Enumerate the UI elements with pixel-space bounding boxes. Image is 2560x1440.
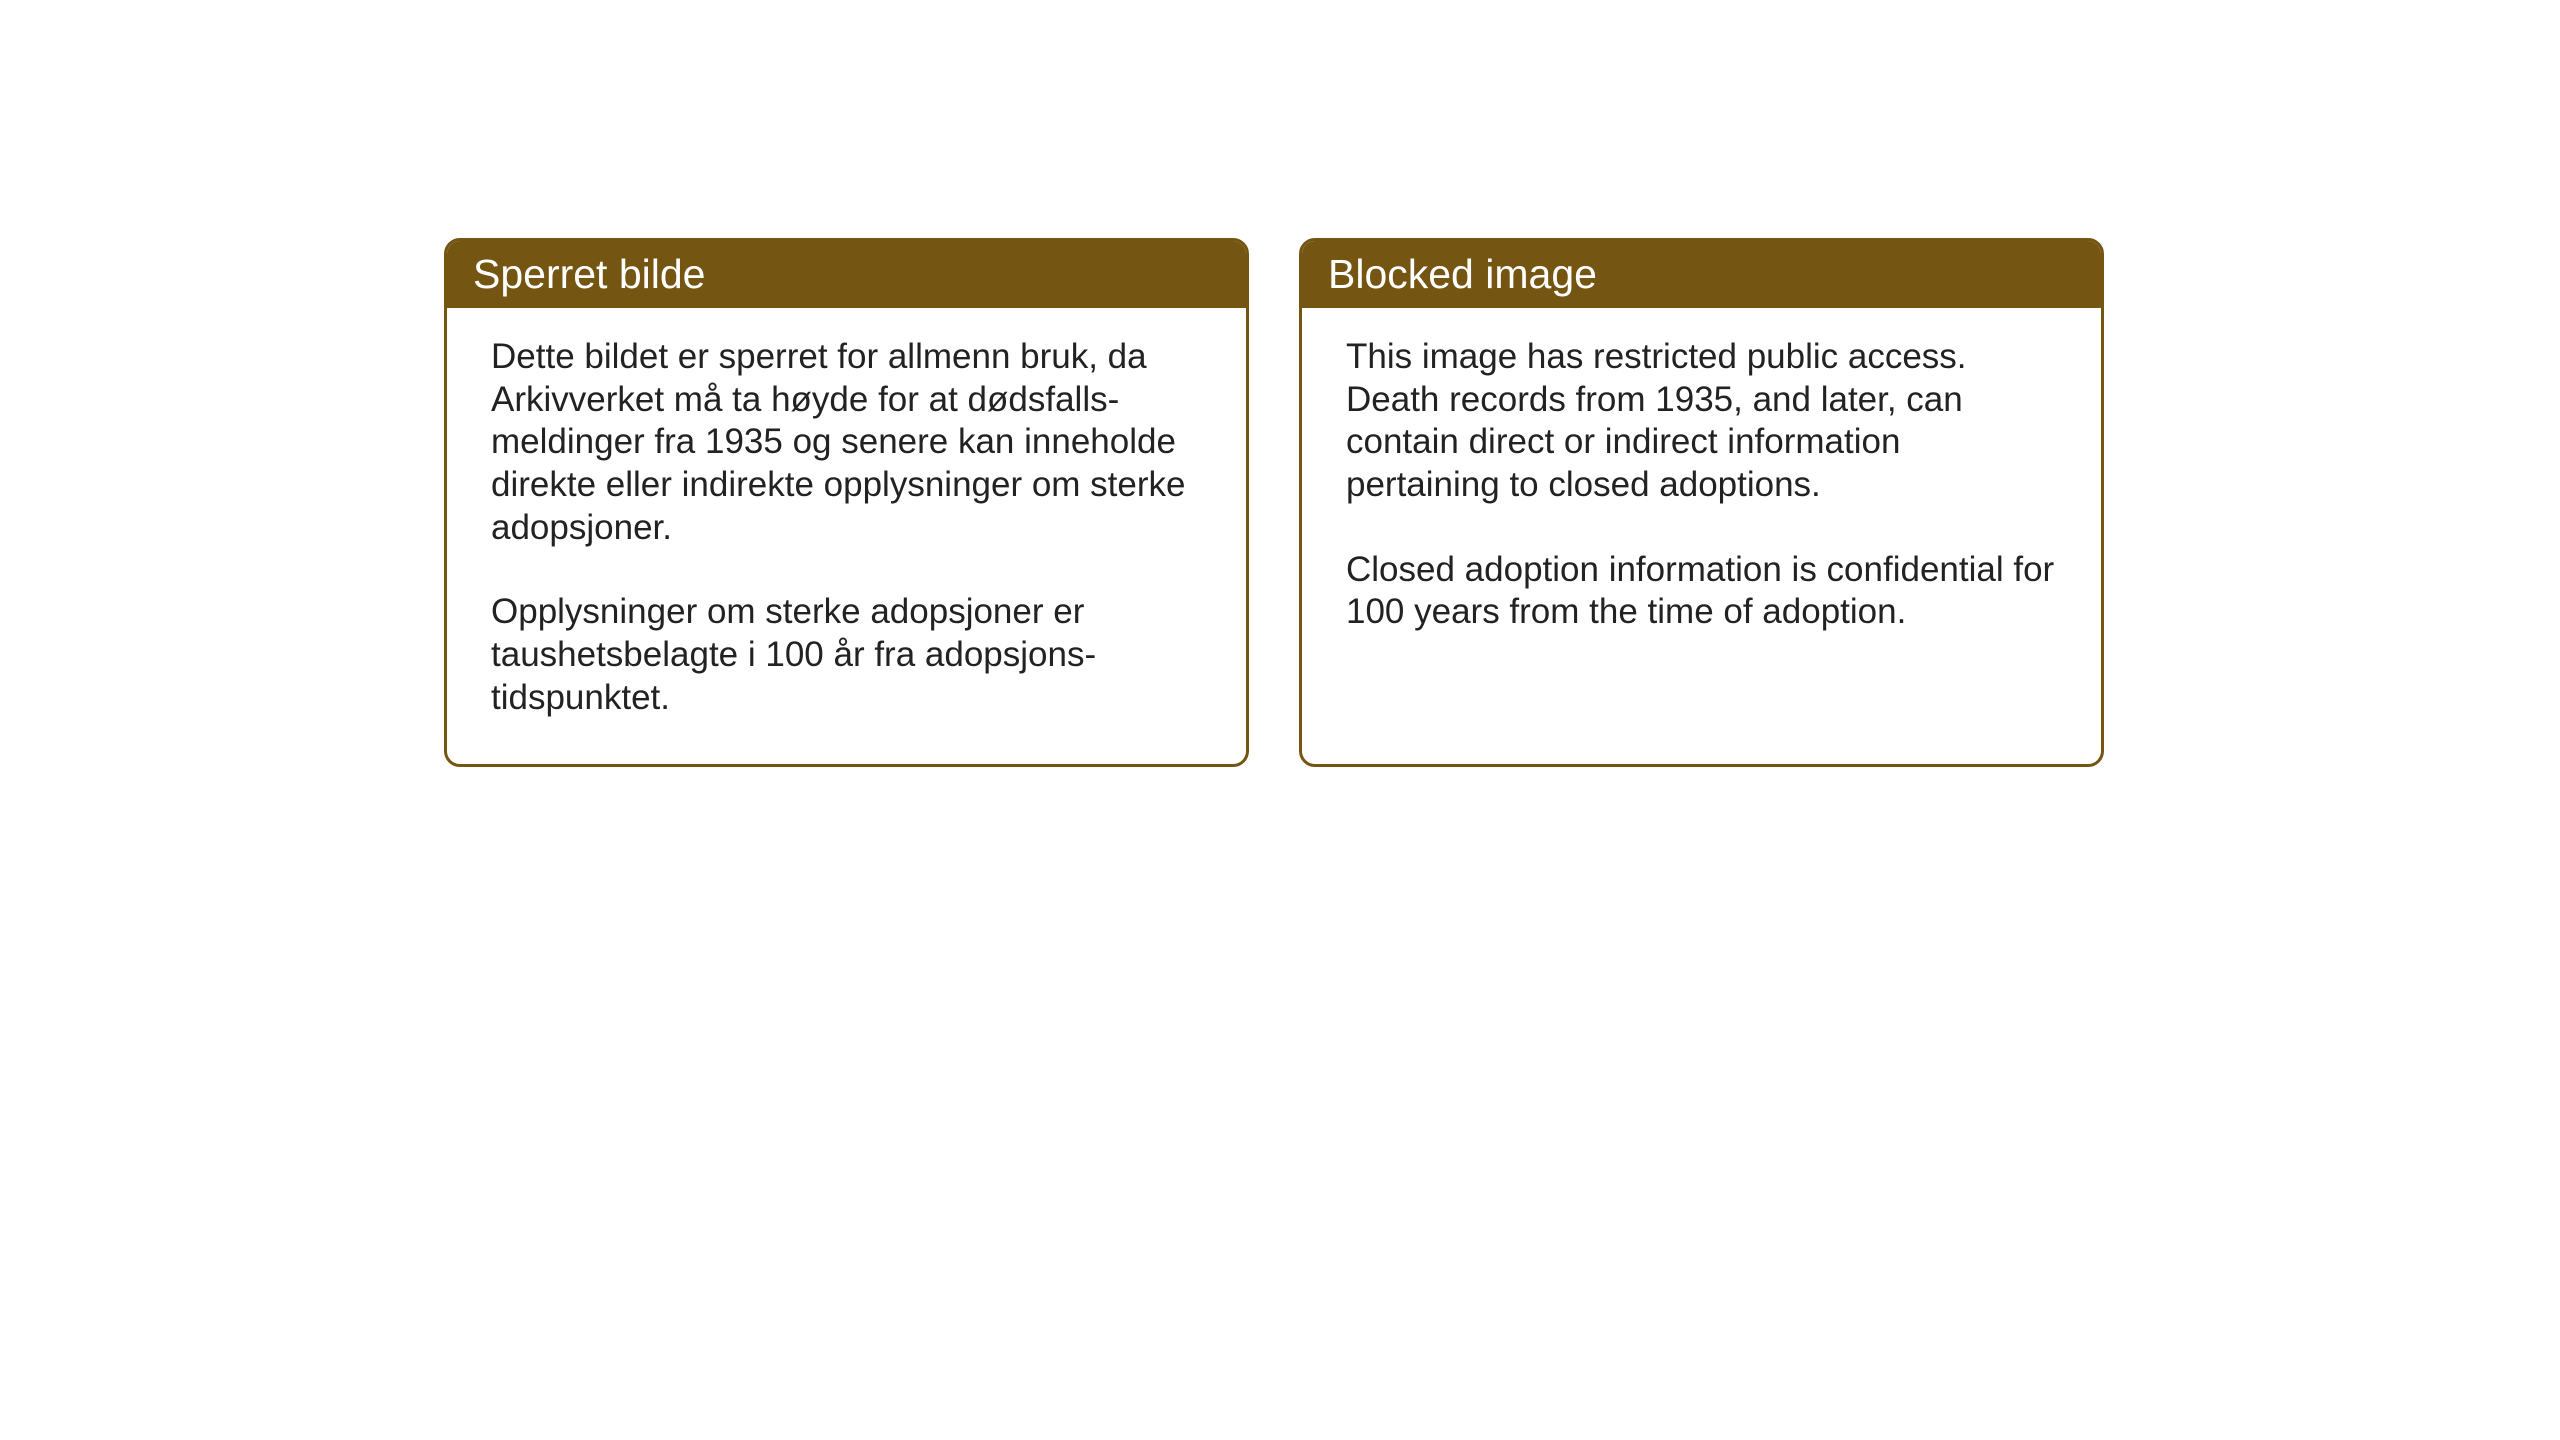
- english-card-body: This image has restricted public access.…: [1302, 308, 2101, 678]
- notice-container: Sperret bilde Dette bildet er sperret fo…: [444, 238, 2104, 767]
- norwegian-notice-card: Sperret bilde Dette bildet er sperret fo…: [444, 238, 1249, 767]
- norwegian-paragraph-1: Dette bildet er sperret for allmenn bruk…: [491, 336, 1202, 549]
- norwegian-paragraph-2: Opplysninger om sterke adopsjoner er tau…: [491, 591, 1202, 719]
- english-notice-card: Blocked image This image has restricted …: [1299, 238, 2104, 767]
- english-paragraph-1: This image has restricted public access.…: [1346, 336, 2057, 507]
- norwegian-card-body: Dette bildet er sperret for allmenn bruk…: [447, 308, 1246, 764]
- norwegian-card-title: Sperret bilde: [447, 241, 1246, 308]
- english-card-title: Blocked image: [1302, 241, 2101, 308]
- english-paragraph-2: Closed adoption information is confident…: [1346, 549, 2057, 634]
